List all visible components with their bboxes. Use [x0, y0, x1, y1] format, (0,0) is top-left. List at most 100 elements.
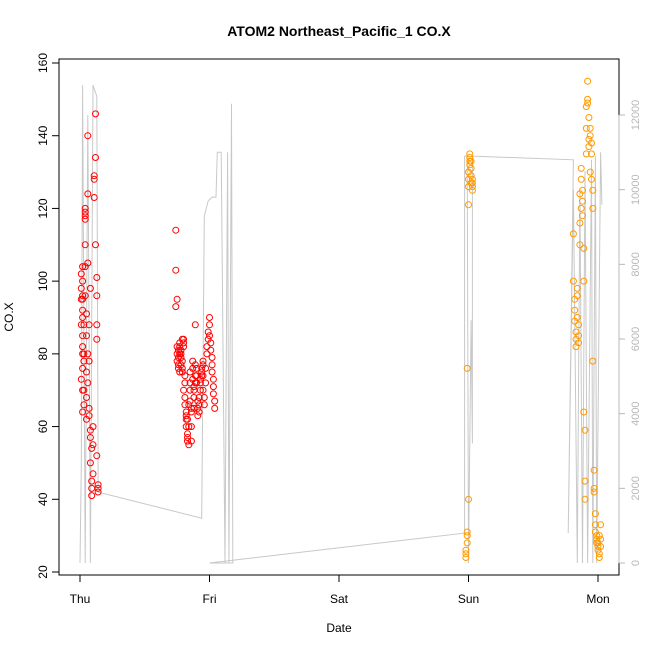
data-point: [208, 354, 216, 361]
data-point: [196, 379, 204, 387]
data-point: [577, 204, 585, 212]
y2-tick-label: 8000: [630, 252, 642, 276]
y2-tick-label: 4000: [630, 401, 642, 425]
data-point: [85, 412, 93, 420]
data-point: [211, 404, 219, 412]
data-point: [80, 321, 88, 329]
data-point: [207, 339, 215, 347]
data-point: [182, 412, 190, 420]
data-point: [207, 346, 215, 354]
data-point: [206, 332, 213, 340]
data-point: [582, 124, 590, 132]
data-point: [173, 357, 181, 365]
data-point: [208, 368, 216, 376]
data-point: [206, 314, 213, 321]
data-point: [81, 204, 89, 212]
data-point: [577, 164, 585, 172]
y-tick-label: 40: [36, 492, 50, 506]
data-point: [90, 172, 98, 180]
data-point: [195, 401, 203, 409]
data-point: [79, 292, 87, 300]
data-point: [467, 157, 475, 165]
data-point: [586, 124, 594, 132]
data-point: [93, 452, 101, 460]
data-point: [199, 372, 207, 380]
data-point: [83, 394, 90, 401]
data-point: [584, 95, 592, 103]
data-point: [579, 197, 586, 205]
data-point: [588, 175, 595, 183]
x-tick-label: Mon: [586, 592, 609, 606]
data-point: [582, 150, 590, 158]
data-point: [204, 328, 212, 336]
x-axis: Thu Fri Sat Sun Mon: [70, 574, 610, 606]
altitude-line: [79, 84, 603, 564]
data-point: [582, 103, 590, 111]
data-point: [84, 259, 92, 267]
data-point: [199, 386, 207, 394]
data-point: [89, 441, 97, 449]
data-point: [581, 426, 589, 434]
data-point: [569, 230, 577, 238]
data-point: [79, 408, 87, 416]
data-point: [575, 339, 583, 347]
data-point: [199, 357, 207, 365]
data-point: [209, 383, 217, 391]
data-point: [180, 343, 188, 351]
data-point: [465, 495, 472, 503]
data-point: [466, 150, 474, 158]
data-point: [468, 175, 476, 183]
data-point: [79, 277, 87, 285]
data-point: [581, 495, 589, 503]
data-point: [190, 394, 198, 401]
points-layer: [77, 77, 605, 561]
data-point: [172, 266, 180, 274]
data-point: [463, 364, 471, 372]
chart-title: ATOM2 Northeast_Pacific_1 CO.X: [227, 23, 451, 39]
data-point: [85, 404, 93, 412]
data-point: [85, 321, 93, 329]
data-point: [462, 554, 470, 561]
data-point: [591, 521, 599, 529]
data-point: [186, 386, 194, 394]
data-point: [193, 364, 201, 372]
data-point: [184, 415, 191, 423]
data-point: [569, 277, 577, 285]
data-point: [85, 357, 93, 365]
data-point: [187, 437, 195, 445]
data-point: [463, 532, 471, 540]
data-point: [573, 292, 581, 300]
data-point: [93, 292, 101, 300]
data-point: [581, 477, 589, 485]
data-point: [195, 394, 203, 401]
data-point: [186, 397, 194, 405]
x-axis-label: Date: [326, 621, 352, 635]
data-point: [191, 321, 199, 329]
data-point: [176, 343, 184, 351]
data-point: [181, 372, 189, 380]
data-point: [463, 539, 471, 547]
data-point: [203, 350, 211, 358]
data-point: [77, 270, 85, 278]
data-point: [206, 321, 213, 329]
data-point: [576, 219, 584, 227]
x-tick-label: Sun: [458, 592, 479, 606]
y-tick-label: 120: [36, 198, 50, 218]
data-point: [585, 114, 593, 121]
data-point: [92, 241, 99, 249]
data-point: [584, 77, 592, 85]
y2-tick-label: 12000: [630, 100, 642, 131]
data-point: [580, 277, 588, 285]
data-point: [203, 343, 211, 351]
data-point: [586, 132, 594, 140]
data-point: [193, 379, 201, 387]
data-point: [86, 459, 94, 467]
data-point: [181, 379, 189, 387]
data-point: [466, 154, 474, 161]
data-point: [79, 332, 87, 340]
data-point: [184, 430, 191, 438]
data-point: [180, 339, 188, 347]
data-point: [94, 488, 102, 496]
data-point: [177, 361, 185, 369]
data-point: [83, 310, 90, 318]
